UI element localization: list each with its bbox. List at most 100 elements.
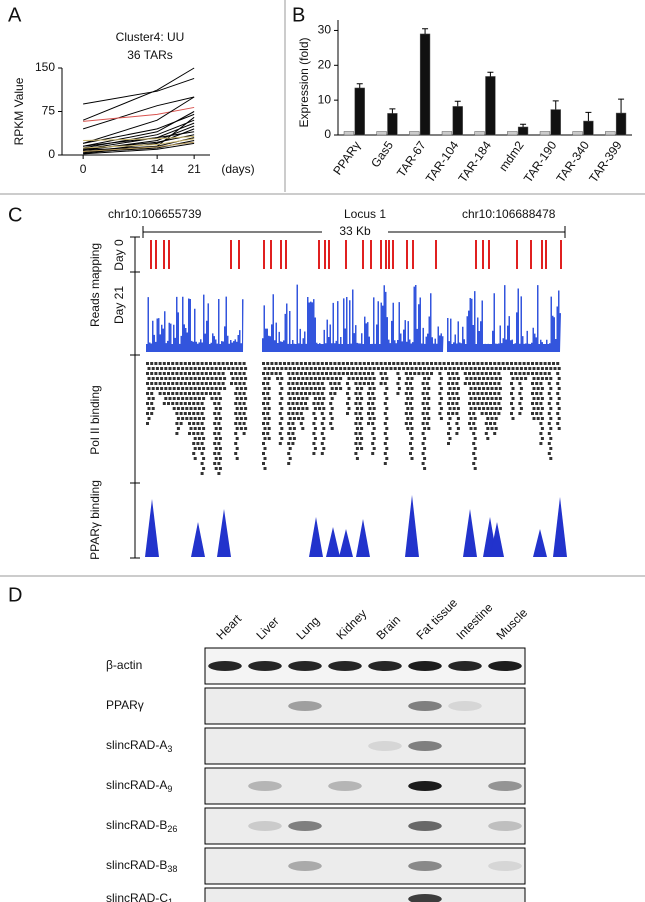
row-label: β-actin — [106, 658, 142, 672]
pol2-read — [214, 387, 218, 390]
pol2-read — [287, 412, 291, 415]
pol2-read — [358, 422, 362, 425]
pol2-read — [371, 452, 375, 455]
pol2-read — [434, 362, 438, 365]
pol2-read — [192, 382, 196, 385]
pol2-read — [472, 442, 476, 445]
pol2-read — [535, 382, 539, 385]
pol2-read — [347, 387, 351, 390]
pol2-read — [262, 462, 265, 465]
series-line — [83, 138, 195, 149]
pol2-read — [358, 412, 362, 415]
pol2-read — [202, 397, 206, 400]
pol2-read — [333, 382, 337, 385]
pol2-read — [472, 462, 476, 465]
peak — [326, 527, 340, 557]
pol2-read — [406, 367, 410, 370]
pol2-read — [451, 372, 455, 375]
pol2-read — [175, 362, 179, 365]
pol2-read — [181, 407, 185, 410]
pol2-read — [267, 397, 271, 400]
pol2-read — [218, 397, 222, 400]
pol2-read — [556, 372, 560, 375]
pol2-read — [225, 362, 229, 365]
pol2-read — [292, 407, 296, 410]
pol2-read — [372, 367, 376, 370]
pol2-read — [288, 387, 292, 390]
y-tick-label: 30 — [318, 23, 332, 37]
pol2-read — [355, 407, 359, 410]
pol2-read — [330, 397, 334, 400]
read-tick — [168, 240, 170, 269]
pol2-read — [427, 407, 431, 410]
pol2-read — [329, 372, 333, 375]
pol2-read — [172, 377, 176, 380]
pol2-read — [244, 397, 248, 400]
pol2-read — [444, 367, 448, 370]
pol2-read — [438, 362, 442, 365]
x-tick-label: 14 — [150, 162, 164, 176]
pol2-read — [494, 377, 498, 380]
pol2-read — [425, 392, 429, 395]
pol2-read — [175, 372, 179, 375]
pol2-read — [549, 427, 553, 430]
pol2-read — [235, 427, 239, 430]
bar — [354, 87, 365, 136]
read-tick — [328, 240, 330, 269]
pol2-read — [486, 437, 490, 440]
pol2-read — [522, 372, 526, 375]
pol2-read — [490, 427, 494, 430]
pol2-read — [267, 407, 271, 410]
pol2-read — [423, 437, 427, 440]
pol2-read — [162, 362, 166, 365]
pol2-read — [540, 397, 544, 400]
series-line — [83, 113, 195, 144]
pol2-read — [396, 392, 400, 395]
pol2-read — [536, 397, 540, 400]
pol2-read — [146, 392, 149, 395]
pol2-read — [234, 432, 238, 435]
y-tick-label: 20 — [318, 57, 332, 71]
pol2-read — [263, 427, 267, 430]
y-axis-label: Expression (fold) — [297, 37, 311, 127]
pol2-read — [372, 407, 376, 410]
pol2-read — [421, 392, 425, 395]
pol2-read — [280, 397, 284, 400]
pol2-read — [263, 397, 267, 400]
pol2-read — [147, 407, 151, 410]
pol2-read — [493, 382, 497, 385]
lane-label: Fat tissue — [413, 595, 460, 642]
pol2-read — [456, 397, 460, 400]
pol2-read — [196, 372, 200, 375]
pol2-read — [196, 432, 200, 435]
pol2-read — [510, 412, 513, 415]
y-tick-label: 75 — [42, 104, 56, 118]
gel-band — [368, 661, 402, 671]
pol2-read — [313, 387, 317, 390]
pol2-read — [266, 432, 270, 435]
pol2-read — [297, 407, 301, 410]
pol2-read — [322, 387, 326, 390]
pol2-read — [510, 392, 513, 395]
pol2-read — [543, 372, 547, 375]
pol2-read — [333, 392, 337, 395]
pol2-read — [155, 377, 159, 380]
pol2-read — [409, 362, 412, 365]
pol2-read — [383, 372, 387, 375]
pol2-read — [239, 367, 243, 370]
pol2-read — [539, 392, 543, 395]
pol2-read — [200, 402, 204, 405]
pol2-read — [350, 362, 354, 365]
pol2-read — [406, 387, 410, 390]
pol2-read — [532, 377, 536, 380]
pol2-read — [162, 372, 166, 375]
pol2-read — [473, 367, 477, 370]
pol2-read — [535, 412, 539, 415]
gel-lane-strip — [204, 887, 526, 902]
read-tick — [155, 240, 157, 269]
pol2-read — [334, 367, 338, 370]
pol2-read — [442, 362, 446, 365]
read-tick — [270, 240, 272, 269]
pol2-read — [171, 362, 175, 365]
pol2-read — [304, 372, 307, 375]
